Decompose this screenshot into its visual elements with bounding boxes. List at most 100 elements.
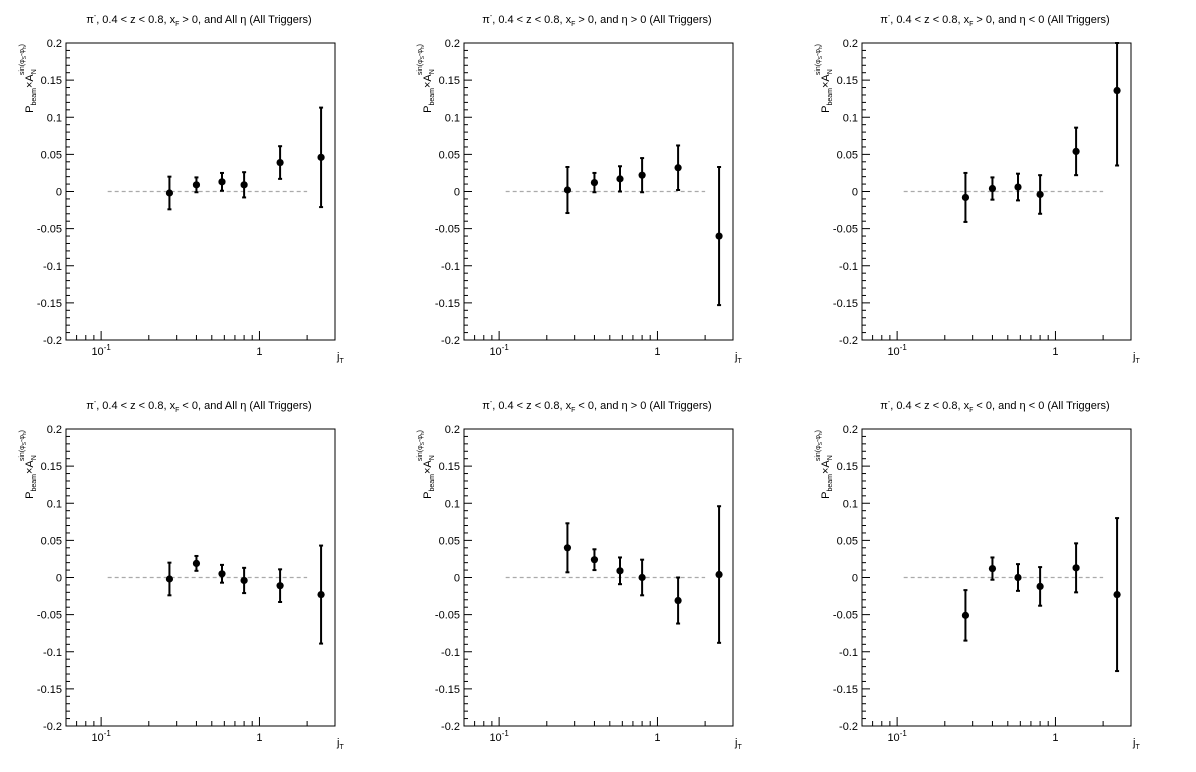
title-condition: > 0, and All η (All Triggers) (179, 14, 311, 26)
y-label-close: ) (19, 430, 26, 432)
chart-panel-2: π-, 0.4 < z < 0.8, xF > 0, and η > 0 (Al… (417, 13, 742, 365)
x-tick-base: 1 (256, 346, 262, 358)
y-tick-label: -0.2 (441, 721, 460, 733)
point-marker (1072, 564, 1080, 572)
data-point (1072, 542, 1080, 594)
x-axis-label-sub: T (339, 358, 344, 365)
y-tick-label: -0.1 (839, 647, 858, 659)
y-label-p: P (820, 492, 832, 499)
y-axis-label: Pbeam×ANsin(φS-φh) (815, 44, 834, 113)
x-axis-label-j: j (336, 737, 339, 749)
title-condition: > 0, and η < 0 (All Triggers) (973, 14, 1109, 26)
y-label-minus-phi: -φ (815, 435, 822, 442)
point-marker (961, 193, 970, 202)
y-axis-label: Pbeam×ANsin(φS-φh) (19, 430, 38, 499)
x-tick-label: 10-1 (489, 729, 509, 744)
point-marker (1014, 573, 1022, 582)
x-axis-label-sub: T (339, 744, 344, 751)
x-axis-label-j: j (734, 737, 737, 749)
x-tick-base: 10 (887, 346, 899, 358)
y-tick-label: 0 (852, 573, 858, 585)
title-z-range: , 0.4 < z < 0.8, x (96, 400, 175, 412)
point-marker (563, 186, 572, 194)
y-label-sin-sup: sin(φ (815, 59, 822, 75)
y-label-sin-sup: sin(φ (417, 445, 424, 461)
x-axis-label-sub: T (737, 358, 742, 365)
data-point (616, 556, 624, 586)
y-label-times-a: ×A (820, 74, 832, 88)
y-tick-label: -0.15 (833, 684, 858, 696)
point-marker (988, 184, 997, 193)
data-point (674, 576, 682, 625)
y-tick-label: 0.15 (837, 75, 858, 87)
y-tick-label: 0.2 (445, 38, 460, 50)
data-point (276, 568, 284, 604)
title-pion: π (482, 400, 490, 412)
title-charge-sup: - (94, 13, 97, 20)
title-pion: π (86, 14, 94, 26)
point-marker (961, 611, 970, 619)
y-tick-label: -0.15 (37, 684, 62, 696)
point-marker (715, 232, 723, 240)
y-label-h-sub: h (420, 432, 426, 435)
y-label-minus-phi: -φ (19, 435, 26, 442)
y-tick-label: -0.2 (43, 335, 62, 347)
point-marker (1113, 590, 1121, 599)
data-point (1036, 566, 1044, 607)
y-axis-label: Pbeam×ANsin(φS-φh) (19, 44, 38, 113)
x-tick-exp: -1 (502, 729, 510, 738)
x-tick-exp: -1 (900, 343, 908, 352)
y-tick-label: 0 (454, 187, 460, 199)
x-axis-label: jT (336, 737, 344, 751)
data-point (616, 165, 624, 193)
y-label-h-sub: h (22, 46, 28, 49)
data-point (1113, 517, 1121, 673)
title-pion: π (880, 14, 888, 26)
y-tick-label: -0.15 (37, 298, 62, 310)
x-tick-label: 1 (1052, 732, 1058, 744)
title-xf-sub: F (969, 407, 973, 414)
y-label-h-sub: h (420, 46, 426, 49)
y-tick-label: -0.2 (839, 721, 858, 733)
x-tick-exp: -1 (502, 343, 510, 352)
x-tick-exp: -1 (900, 729, 908, 738)
x-tick-base: 10 (91, 732, 103, 744)
y-axis-label: Pbeam×ANsin(φS-φh) (815, 430, 834, 499)
point-marker (674, 596, 682, 605)
y-tick-label: 0.15 (837, 461, 858, 473)
point-marker (240, 576, 248, 585)
y-label-beam-sub: beam (31, 88, 38, 106)
title-charge-sup: - (490, 13, 493, 20)
title-z-range: , 0.4 < z < 0.8, x (890, 400, 969, 412)
y-label-beam-sub: beam (31, 474, 38, 492)
y-label-times-a: ×A (24, 74, 36, 88)
y-tick-label: 0.15 (41, 461, 62, 473)
y-label-close: ) (815, 44, 822, 46)
x-axis-label: jT (734, 737, 742, 751)
title-z-range: , 0.4 < z < 0.8, x (492, 14, 571, 26)
y-tick-label: -0.1 (43, 261, 62, 273)
point-marker (1014, 183, 1022, 191)
x-tick-base: 1 (1052, 346, 1058, 358)
y-tick-label: -0.05 (833, 610, 858, 622)
chart-panel-4: π-, 0.4 < z < 0.8, xF < 0, and All η (Al… (19, 399, 344, 751)
y-label-close: ) (815, 430, 822, 432)
data-point (165, 561, 174, 597)
data-point (276, 145, 284, 180)
point-marker (674, 164, 682, 172)
data-point (563, 522, 572, 574)
data-point (988, 176, 997, 201)
data-point (638, 157, 646, 194)
data-point (715, 505, 723, 644)
y-tick-label: 0.15 (41, 75, 62, 87)
y-label-sin-sup: sin(φ (815, 445, 822, 461)
y-tick-label: 0.1 (843, 112, 858, 124)
x-tick-base: 1 (654, 732, 660, 744)
y-tick-label: -0.05 (37, 224, 62, 236)
y-label-times-a: ×A (24, 460, 36, 474)
x-tick-base: 1 (654, 346, 660, 358)
x-tick-label: 1 (654, 732, 660, 744)
y-tick-label: -0.05 (37, 610, 62, 622)
x-axis-label: jT (1132, 351, 1140, 365)
y-tick-label: 0.15 (439, 75, 460, 87)
